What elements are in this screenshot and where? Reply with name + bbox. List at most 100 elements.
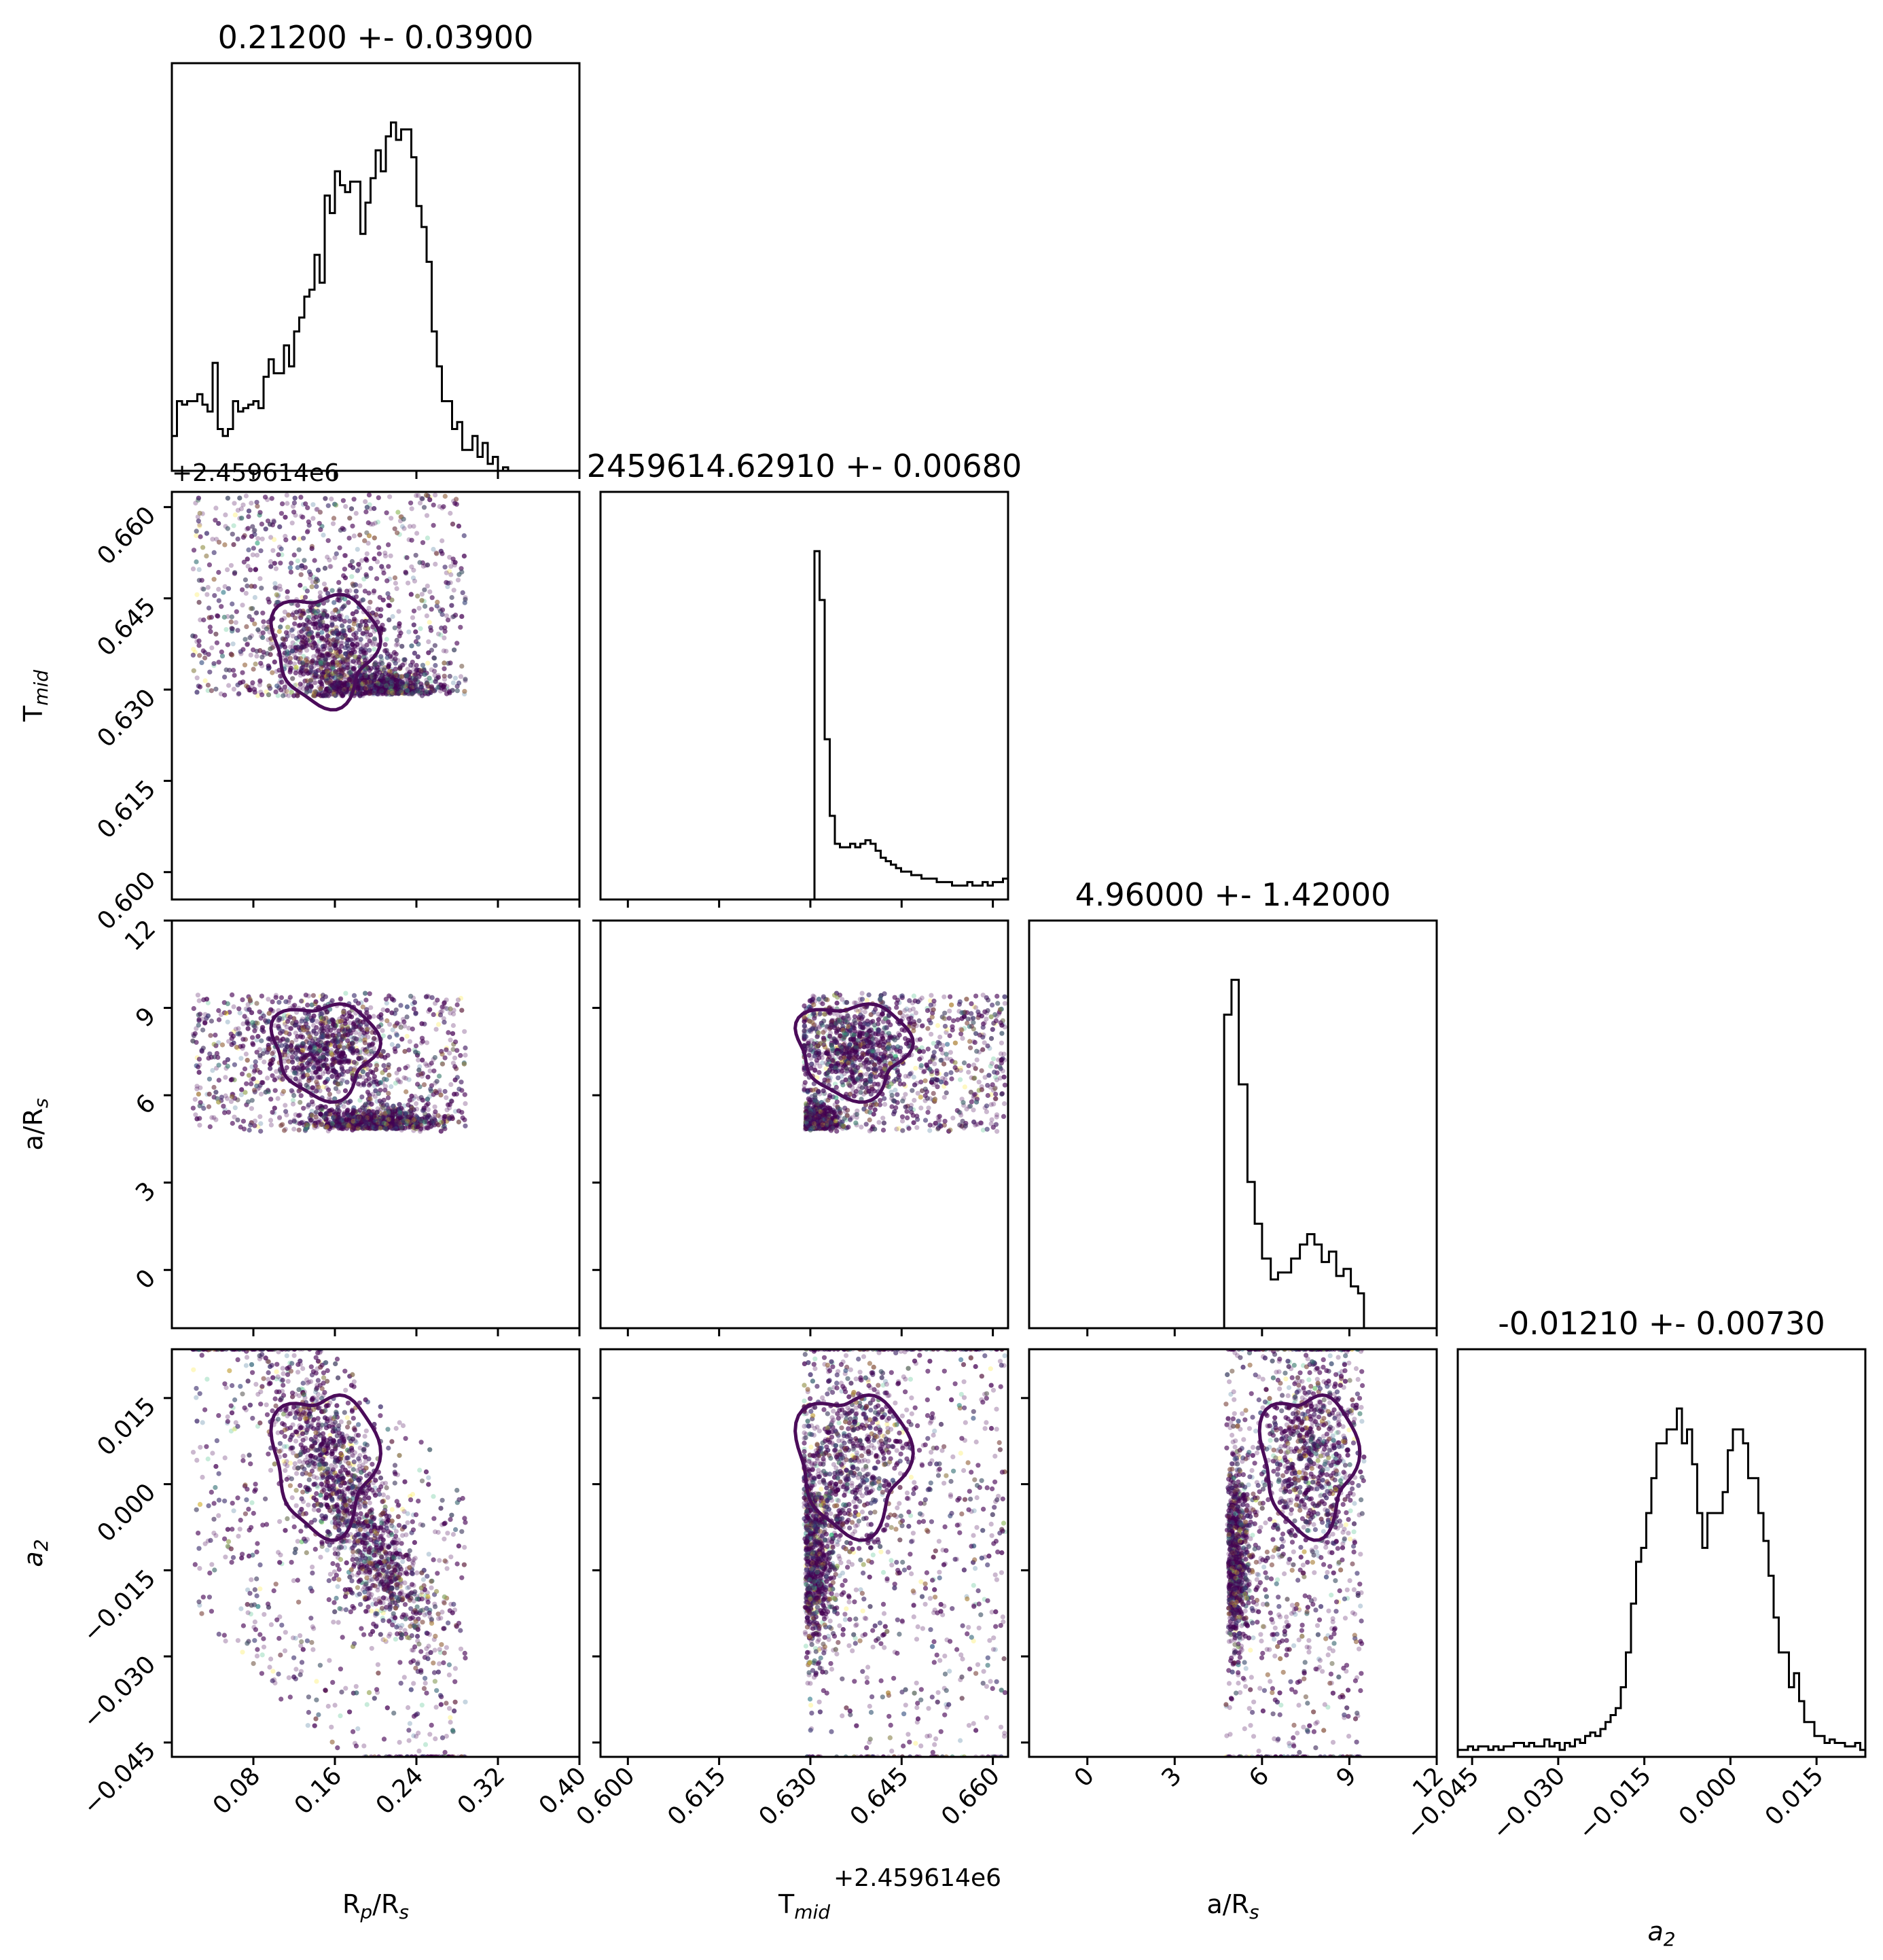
- sample-point: [454, 688, 460, 694]
- sample-point: [266, 596, 271, 602]
- sample-point: [369, 690, 374, 695]
- sample-point: [367, 671, 373, 677]
- sample-point: [306, 615, 311, 620]
- sample-point: [459, 613, 465, 620]
- sample-point: [246, 508, 252, 514]
- sample-point: [218, 691, 223, 696]
- sample-point: [374, 641, 379, 647]
- sample-point: [329, 683, 335, 689]
- sample-point: [194, 592, 200, 597]
- sample-point: [333, 687, 338, 692]
- sample-point: [372, 588, 377, 594]
- sample-point: [216, 539, 222, 545]
- sample-point: [372, 505, 377, 512]
- sample-point: [266, 599, 272, 605]
- sample-point: [451, 588, 456, 593]
- sample-point: [304, 629, 310, 635]
- sample-point: [392, 625, 397, 630]
- sample-point: [295, 603, 300, 608]
- sample-point: [366, 677, 372, 683]
- sample-point: [199, 660, 204, 666]
- sample-point: [398, 514, 404, 520]
- sample-point: [368, 566, 374, 571]
- sample-point: [327, 681, 332, 686]
- sample-point: [341, 664, 346, 670]
- sample-point: [238, 649, 243, 654]
- sample-point: [208, 629, 213, 635]
- sample-point: [369, 680, 374, 685]
- sample-point: [366, 683, 372, 688]
- sample-point: [343, 635, 348, 641]
- sample-point: [323, 641, 328, 646]
- sample-point: [339, 623, 345, 628]
- sample-point: [355, 692, 361, 697]
- sample-point: [351, 565, 356, 571]
- sample-point: [367, 676, 372, 682]
- sample-point: [346, 671, 351, 676]
- sample-point: [352, 582, 358, 587]
- sample-point: [413, 671, 418, 677]
- sample-point: [308, 604, 313, 609]
- sample-point: [300, 644, 305, 649]
- sample-point: [328, 643, 334, 648]
- sample-point: [235, 536, 240, 542]
- sample-point: [312, 645, 318, 651]
- sample-point: [387, 677, 393, 682]
- sample-point: [353, 660, 359, 666]
- sample-point: [431, 546, 436, 552]
- sample-point: [385, 682, 391, 688]
- sample-point: [372, 662, 378, 667]
- sample-point: [336, 682, 341, 688]
- sample-point: [376, 495, 381, 501]
- sample-point: [329, 496, 334, 502]
- sample-point: [408, 678, 413, 683]
- sample-point: [205, 585, 211, 590]
- sample-point: [367, 689, 373, 694]
- sample-point: [367, 689, 372, 694]
- sample-point: [463, 595, 468, 601]
- sample-point: [449, 594, 454, 601]
- sample-point: [388, 553, 393, 558]
- sample-point: [306, 682, 311, 688]
- sample-point: [452, 563, 458, 568]
- sample-point: [348, 506, 355, 512]
- sample-point: [253, 661, 258, 667]
- sample-point: [389, 690, 395, 695]
- sample-point: [300, 609, 306, 615]
- sample-point: [333, 502, 339, 508]
- sample-point: [321, 612, 327, 618]
- sample-point: [351, 632, 357, 637]
- sample-point: [410, 683, 416, 688]
- sample-point: [304, 529, 310, 535]
- sample-point: [427, 620, 432, 625]
- sample-point: [211, 577, 217, 582]
- sample-point: [463, 678, 468, 683]
- sample-point: [251, 546, 256, 551]
- sample-point: [388, 680, 393, 685]
- sample-point: [409, 684, 414, 690]
- sample-point: [392, 688, 397, 694]
- sample-point: [408, 692, 413, 697]
- sample-point: [413, 639, 419, 645]
- sample-point: [336, 609, 341, 614]
- sample-point: [278, 560, 283, 566]
- sample-point: [436, 631, 442, 637]
- sample-point: [342, 553, 348, 558]
- sample-point: [333, 645, 338, 652]
- sample-point: [288, 665, 294, 671]
- sample-point: [374, 671, 380, 677]
- sample-point: [344, 690, 350, 695]
- sample-point: [335, 692, 340, 697]
- sample-point: [311, 639, 317, 645]
- sample-point: [404, 555, 410, 560]
- sample-point: [378, 664, 384, 671]
- sample-point: [190, 652, 196, 658]
- sample-point: [329, 675, 334, 680]
- sample-point: [402, 678, 408, 684]
- sample-point: [384, 692, 389, 697]
- sample-point: [226, 683, 232, 688]
- sample-point: [387, 676, 393, 681]
- sample-point: [329, 628, 335, 634]
- sample-point: [226, 586, 232, 591]
- sample-point: [253, 567, 258, 572]
